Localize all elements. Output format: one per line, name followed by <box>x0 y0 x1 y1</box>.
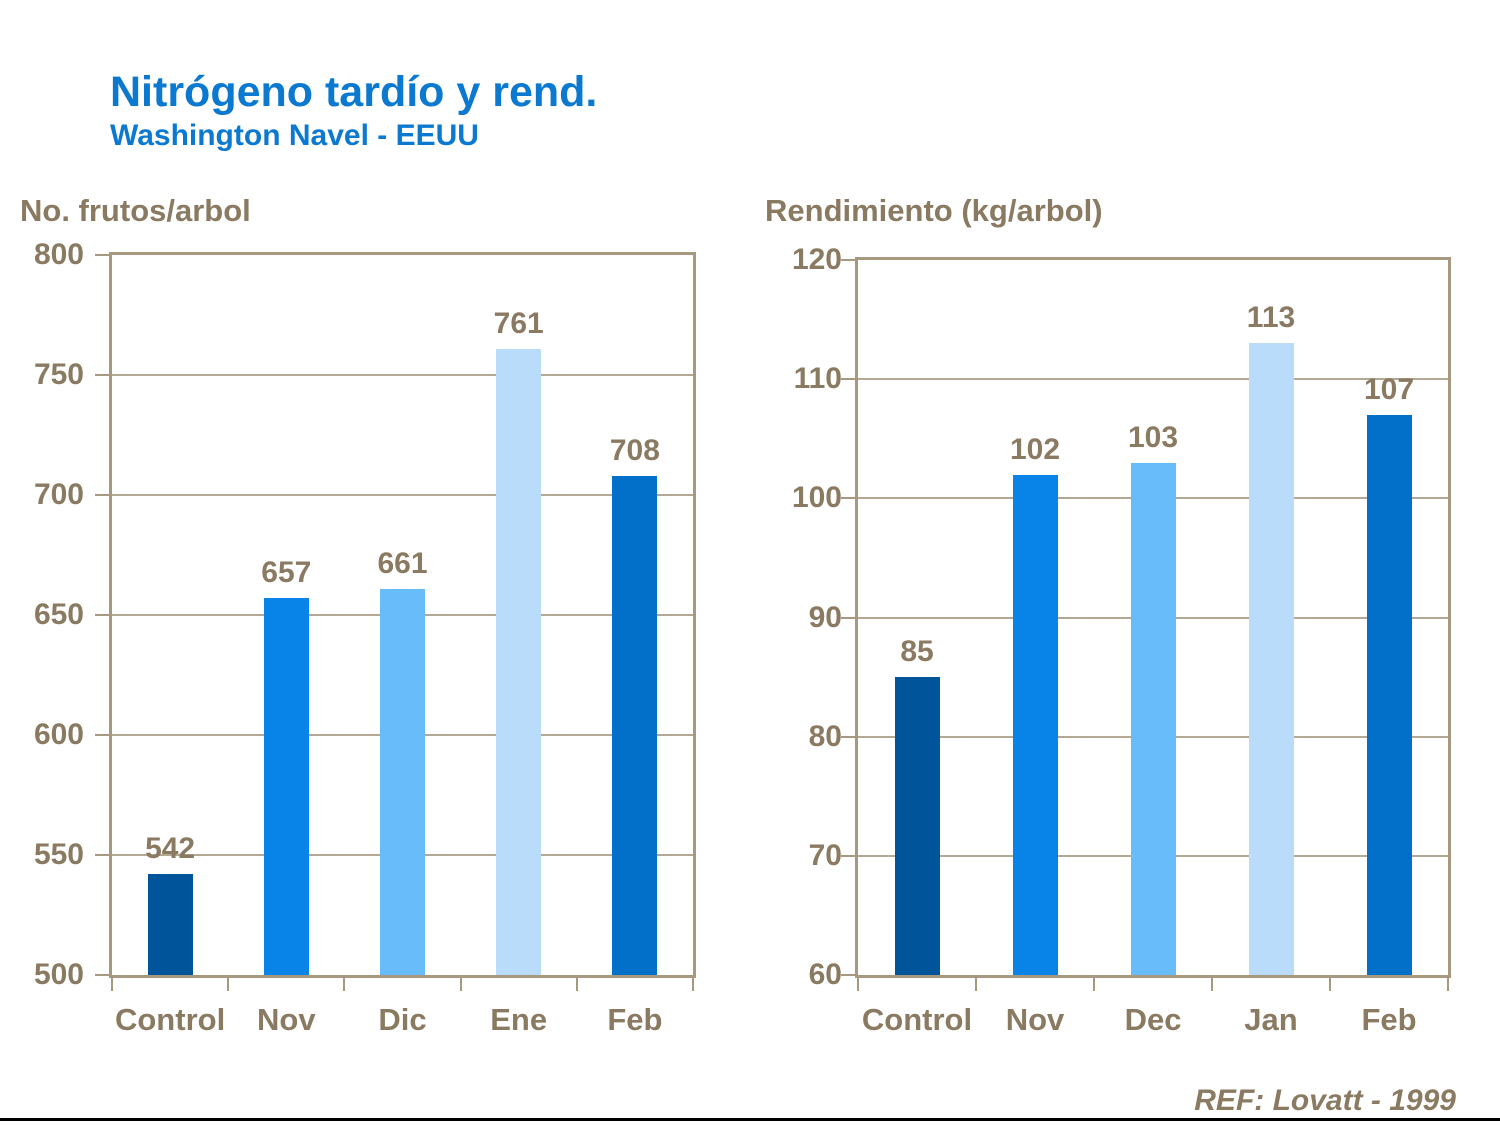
x-axis-tick-mark <box>111 978 113 991</box>
y-axis-tick-label: 500 <box>33 958 84 991</box>
x-axis-tick-mark <box>1093 978 1095 991</box>
x-axis-tick-mark <box>459 978 462 991</box>
left-chart-axis-title: No. frutos/arbol <box>20 193 251 228</box>
reference-text: REF: Lovatt - 1999 <box>1194 1084 1456 1117</box>
x-axis-category-label: Dic <box>378 1002 427 1037</box>
bar-value-label: 761 <box>493 306 544 340</box>
y-axis-tick-label: 550 <box>33 838 84 871</box>
bar-value-label: 102 <box>1009 432 1061 466</box>
x-axis-tick-mark <box>575 978 578 991</box>
x-axis-category-label: Ene <box>490 1002 548 1037</box>
x-axis-tick-mark <box>343 978 346 991</box>
bar-control <box>894 677 940 975</box>
y-axis-tick-mark <box>841 616 855 619</box>
bar-value-label: 107 <box>1363 372 1415 406</box>
x-axis-tick-mark <box>1447 978 1449 991</box>
x-axis-category-label: Jan <box>1244 1002 1298 1037</box>
y-axis-tick-label: 120 <box>791 243 842 276</box>
y-axis-tick-label: 60 <box>808 958 842 991</box>
y-axis-tick-label: 70 <box>808 838 842 872</box>
y-axis-tick-label: 80 <box>808 719 842 753</box>
bar-value-label: 85 <box>900 635 934 669</box>
y-axis-tick-label: 600 <box>33 718 84 751</box>
bottom-divider-line <box>0 1118 1500 1121</box>
right-chart-axis-title: Rendimiento (kg/arbol) <box>765 193 1103 228</box>
x-axis-tick-mark <box>692 978 694 991</box>
x-axis-category-label: Feb <box>607 1002 663 1037</box>
y-axis-tick-label: 650 <box>33 598 84 631</box>
x-axis-tick-mark <box>857 978 859 991</box>
y-axis-tick-mark <box>95 854 109 856</box>
y-axis-tick-mark <box>841 259 855 261</box>
x-axis-category-label: Control <box>861 1002 973 1037</box>
bar-dec <box>1130 462 1176 975</box>
page-subtitle: Washington Navel - EEUU <box>110 119 479 152</box>
plot-area-frame <box>109 252 696 978</box>
y-axis-tick-mark <box>95 254 109 256</box>
bar-value-label: 708 <box>609 433 660 467</box>
x-axis-category-label: Feb <box>1361 1002 1417 1037</box>
x-axis-category-label: Control <box>114 1002 226 1037</box>
bar-dic <box>380 588 425 975</box>
gridline <box>112 494 693 496</box>
x-axis-tick-mark <box>1211 978 1213 991</box>
bar-feb <box>612 475 658 975</box>
x-axis-category-label: Nov <box>1005 1002 1065 1037</box>
gridline <box>858 378 1448 381</box>
y-axis-tick-mark <box>95 974 109 976</box>
y-axis-tick-mark <box>841 378 855 381</box>
bar-ene <box>496 348 542 975</box>
gridline <box>112 374 693 376</box>
bar-value-label: 657 <box>261 556 312 590</box>
y-axis-tick-mark <box>841 974 855 976</box>
y-axis-tick-mark <box>841 497 855 500</box>
y-axis-tick-label: 800 <box>33 238 84 271</box>
bar-control <box>147 874 193 975</box>
y-axis-tick-label: 750 <box>33 358 84 391</box>
y-axis-tick-label: 110 <box>793 362 842 396</box>
x-axis-category-label: Dec <box>1124 1002 1182 1037</box>
y-axis-tick-mark <box>95 734 109 736</box>
bar-feb <box>1366 414 1412 975</box>
x-axis-tick-mark <box>975 978 977 991</box>
x-axis-category-label: Nov <box>257 1002 316 1037</box>
y-axis-tick-mark <box>95 614 109 616</box>
bar-value-label: 103 <box>1127 420 1179 454</box>
y-axis-tick-mark <box>841 735 855 738</box>
bar-value-label: 113 <box>1246 301 1296 335</box>
bar-nov <box>1012 474 1058 975</box>
y-axis-tick-mark <box>95 494 109 496</box>
bar-value-label: 542 <box>145 832 196 866</box>
x-axis-tick-mark <box>1329 978 1331 991</box>
y-axis-tick-label: 700 <box>33 478 84 511</box>
y-axis-tick-label: 90 <box>808 600 842 634</box>
y-axis-tick-mark <box>95 374 109 376</box>
bar-nov <box>263 598 309 975</box>
bar-value-label: 661 <box>377 546 428 580</box>
bar-jan <box>1248 343 1294 975</box>
x-axis-tick-mark <box>227 978 230 991</box>
y-axis-tick-label: 100 <box>791 481 842 515</box>
y-axis-tick-mark <box>841 854 855 857</box>
plot-area-frame <box>855 257 1451 978</box>
page-title: Nitrógeno tardío y rend. <box>110 68 598 116</box>
